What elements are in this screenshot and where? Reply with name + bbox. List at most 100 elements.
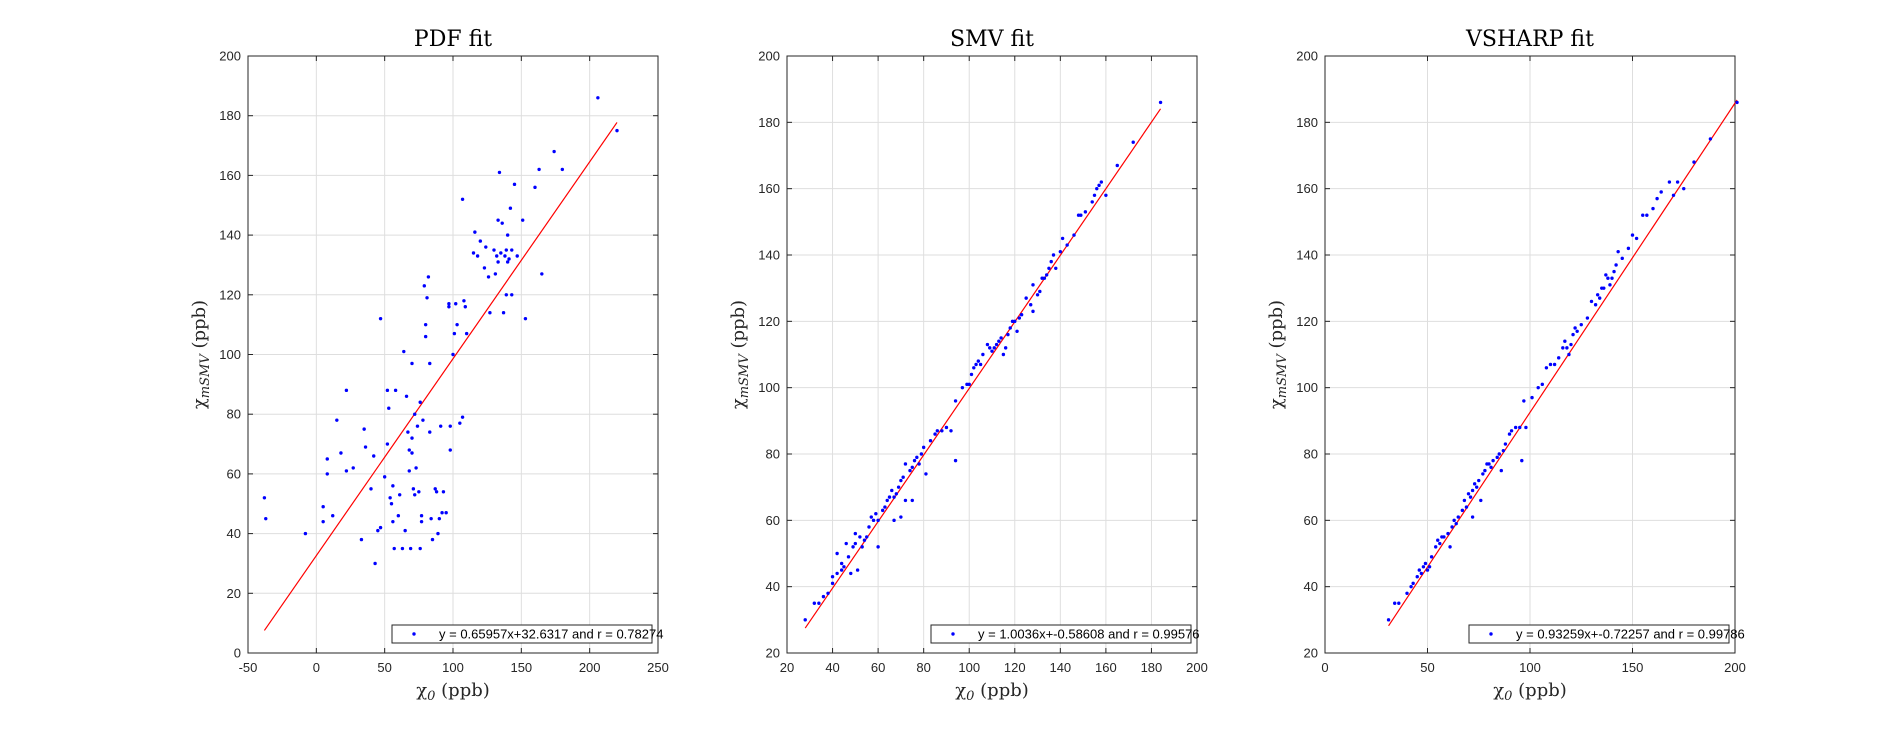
data-point [414,466,418,470]
data-point [378,525,383,530]
data-point [1612,269,1616,274]
x-tick-label: 20 [780,660,794,675]
y-tick-label: 100 [758,380,780,395]
x-tick-label: 60 [871,660,885,675]
legend-marker [412,632,416,636]
data-point [478,239,483,243]
data-point [411,487,416,491]
y-tick-label: 160 [219,168,241,183]
x-tick-label: 150 [510,660,532,675]
data-point [419,519,424,524]
data-point [1604,273,1608,277]
data-point [855,568,860,572]
data-point [1489,465,1493,469]
data-point [402,349,406,354]
data-point [264,516,268,521]
data-point [880,508,885,513]
data-point [396,513,401,518]
data-point [391,484,395,488]
data-point [388,496,392,500]
data-point [912,458,917,463]
data-point [899,515,903,519]
data-point [1563,339,1567,343]
axes-frame [786,55,1198,654]
y-tick-label: 160 [1296,181,1318,196]
data-point [448,448,452,452]
data-point [413,493,417,497]
data-point [460,415,465,419]
data-point [1520,458,1524,463]
data-point [407,448,411,452]
data-point [1417,568,1422,572]
x-tick-label: 250 [647,660,669,675]
data-point [505,260,510,264]
data-point [363,445,368,449]
data-point [462,299,466,303]
data-point [1655,196,1659,201]
y-tick-label: 120 [219,287,241,302]
x-tick-label: 140 [1049,660,1071,675]
data-point [1462,498,1467,503]
data-point [497,170,502,175]
x-tick-label: 80 [916,660,930,675]
data-point [423,322,428,327]
data-point [521,218,525,222]
data-point [876,545,880,549]
data-point [1409,584,1413,589]
data-point [423,334,428,339]
data-point [447,305,451,309]
data-point [981,352,985,357]
data-point [408,546,413,551]
legend-label: y = 0.93259x+-0.72257 and r = 0.99786 [1516,627,1745,642]
data-point [351,466,355,470]
data-point [428,430,432,434]
data-point [917,462,921,466]
data-point [1054,266,1058,270]
data-point [403,528,407,533]
data-point [492,248,496,252]
fit-line [1388,99,1738,627]
data-point [1421,565,1426,569]
y-tick-label: 120 [1296,314,1318,329]
data-point [1530,395,1534,400]
data-point [385,388,390,393]
data-point [496,260,500,264]
data-point [812,601,817,605]
data-point [523,316,528,321]
data-point [1593,303,1598,307]
data-point [1616,249,1620,254]
data-point [359,537,364,542]
data-point [1427,565,1432,569]
x-axis-label: χ0 (ppb) [955,680,1029,704]
data-point [385,442,390,446]
data-point [1468,495,1473,499]
x-tick-label: 100 [958,660,980,675]
data-point [976,359,981,363]
data-point [387,406,391,410]
data-point [921,445,926,450]
data-point [1442,535,1446,539]
data-point [1042,276,1047,280]
data-point [1423,561,1428,566]
data-point [433,487,437,491]
data-point [1481,472,1485,476]
data-point [972,366,976,370]
data-point [935,429,940,433]
data-point [1475,485,1479,489]
chart-panel-1: -50 0 50 100 150 200 2500204060801001201401601… [189,27,669,704]
data-point [439,424,443,428]
data-point [862,538,867,542]
data-point [903,462,908,466]
y-tick-label: 60 [1304,513,1318,528]
data-point [933,432,937,436]
data-point [1446,531,1450,536]
y-axis-label: χmSMV (ppb) [189,300,213,409]
legend: y = 1.0036x+-0.58608 and r = 0.99576 [930,624,1200,644]
data-point [475,254,480,258]
legend-box [1468,624,1730,644]
legend-marker [951,632,955,636]
data-point [321,519,325,524]
data-point [1393,601,1397,605]
data-point [990,349,994,353]
data-point [1072,233,1076,237]
